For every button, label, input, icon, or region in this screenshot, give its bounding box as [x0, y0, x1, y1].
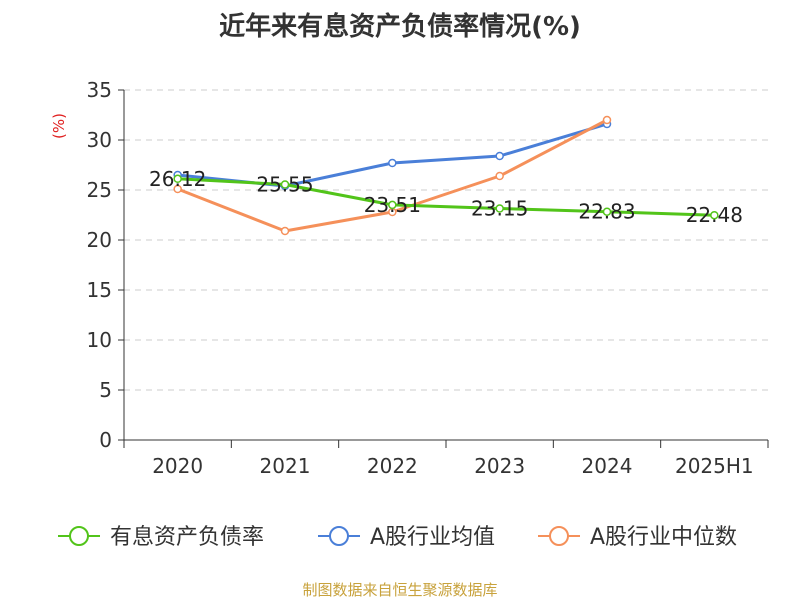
- data-source-note: 制图数据来自恒生聚源数据库: [302, 581, 498, 599]
- x-tick-label: 2021: [260, 454, 311, 478]
- y-tick-label: 20: [87, 228, 112, 252]
- data-point: [280, 180, 290, 189]
- data-point: [495, 204, 504, 213]
- data-point: [602, 207, 612, 216]
- legend-marker: [329, 526, 349, 546]
- legend-label: A股行业中位数: [590, 525, 737, 550]
- data-point: [388, 158, 397, 168]
- y-tick-label: 35: [87, 78, 112, 102]
- y-axis-label: (%): [50, 113, 68, 139]
- data-point: [710, 210, 719, 220]
- data-label: 26.12: [149, 167, 206, 191]
- legend-item-1: A股行业均值: [318, 525, 495, 550]
- grid-lines: [124, 89, 768, 391]
- data-label: 22.83: [578, 200, 635, 224]
- axes: 0 5 10 15 20 25 30 35 2020 2021 2022 2023 2024 2025H1: [87, 78, 769, 478]
- legend-marker: [549, 526, 569, 546]
- data-point: [495, 151, 504, 161]
- data-point: [173, 174, 182, 184]
- series-layer: [173, 115, 719, 236]
- y-tick-label: 25: [87, 178, 112, 202]
- legend-label: 有息资产负债率: [110, 525, 264, 550]
- y-tick-label: 15: [87, 278, 112, 302]
- legend-item-0: 有息资产负债率: [58, 525, 264, 550]
- x-tick-label: 2020: [152, 454, 203, 478]
- data-point: [602, 115, 612, 125]
- y-tick-label: 30: [87, 128, 112, 152]
- legend-marker: [69, 526, 89, 546]
- data-point: [388, 200, 397, 210]
- legend-label: A股行业均值: [370, 525, 495, 550]
- legend: 有息资产负债率 A股行业均值 A股行业中位数: [58, 525, 737, 550]
- data-point: [173, 184, 182, 194]
- data-label: 25.55: [256, 173, 313, 197]
- data-label: 23.15: [471, 197, 528, 221]
- data-label: 23.51: [364, 193, 421, 217]
- data-labels: 26.12 25.55 23.51 23.15 22.83 22.48: [149, 167, 743, 227]
- x-tick-label: 2024: [582, 454, 633, 478]
- series-line: [177, 177, 715, 217]
- y-tick-label: 0: [99, 428, 112, 452]
- data-point: [280, 226, 290, 236]
- series-0: [173, 174, 719, 220]
- data-point: [495, 171, 504, 181]
- x-tick-label: 2023: [474, 454, 525, 478]
- chart-title: 近年来有息资产负债率情况(%): [219, 12, 581, 42]
- y-tick-label: 5: [99, 378, 112, 402]
- y-tick-label: 10: [87, 328, 112, 352]
- data-label: 22.48: [686, 203, 743, 227]
- x-tick-label: 2025H1: [675, 454, 754, 478]
- legend-item-2: A股行业中位数: [538, 525, 737, 550]
- series-1: [173, 119, 612, 191]
- x-tick-label: 2022: [367, 454, 418, 478]
